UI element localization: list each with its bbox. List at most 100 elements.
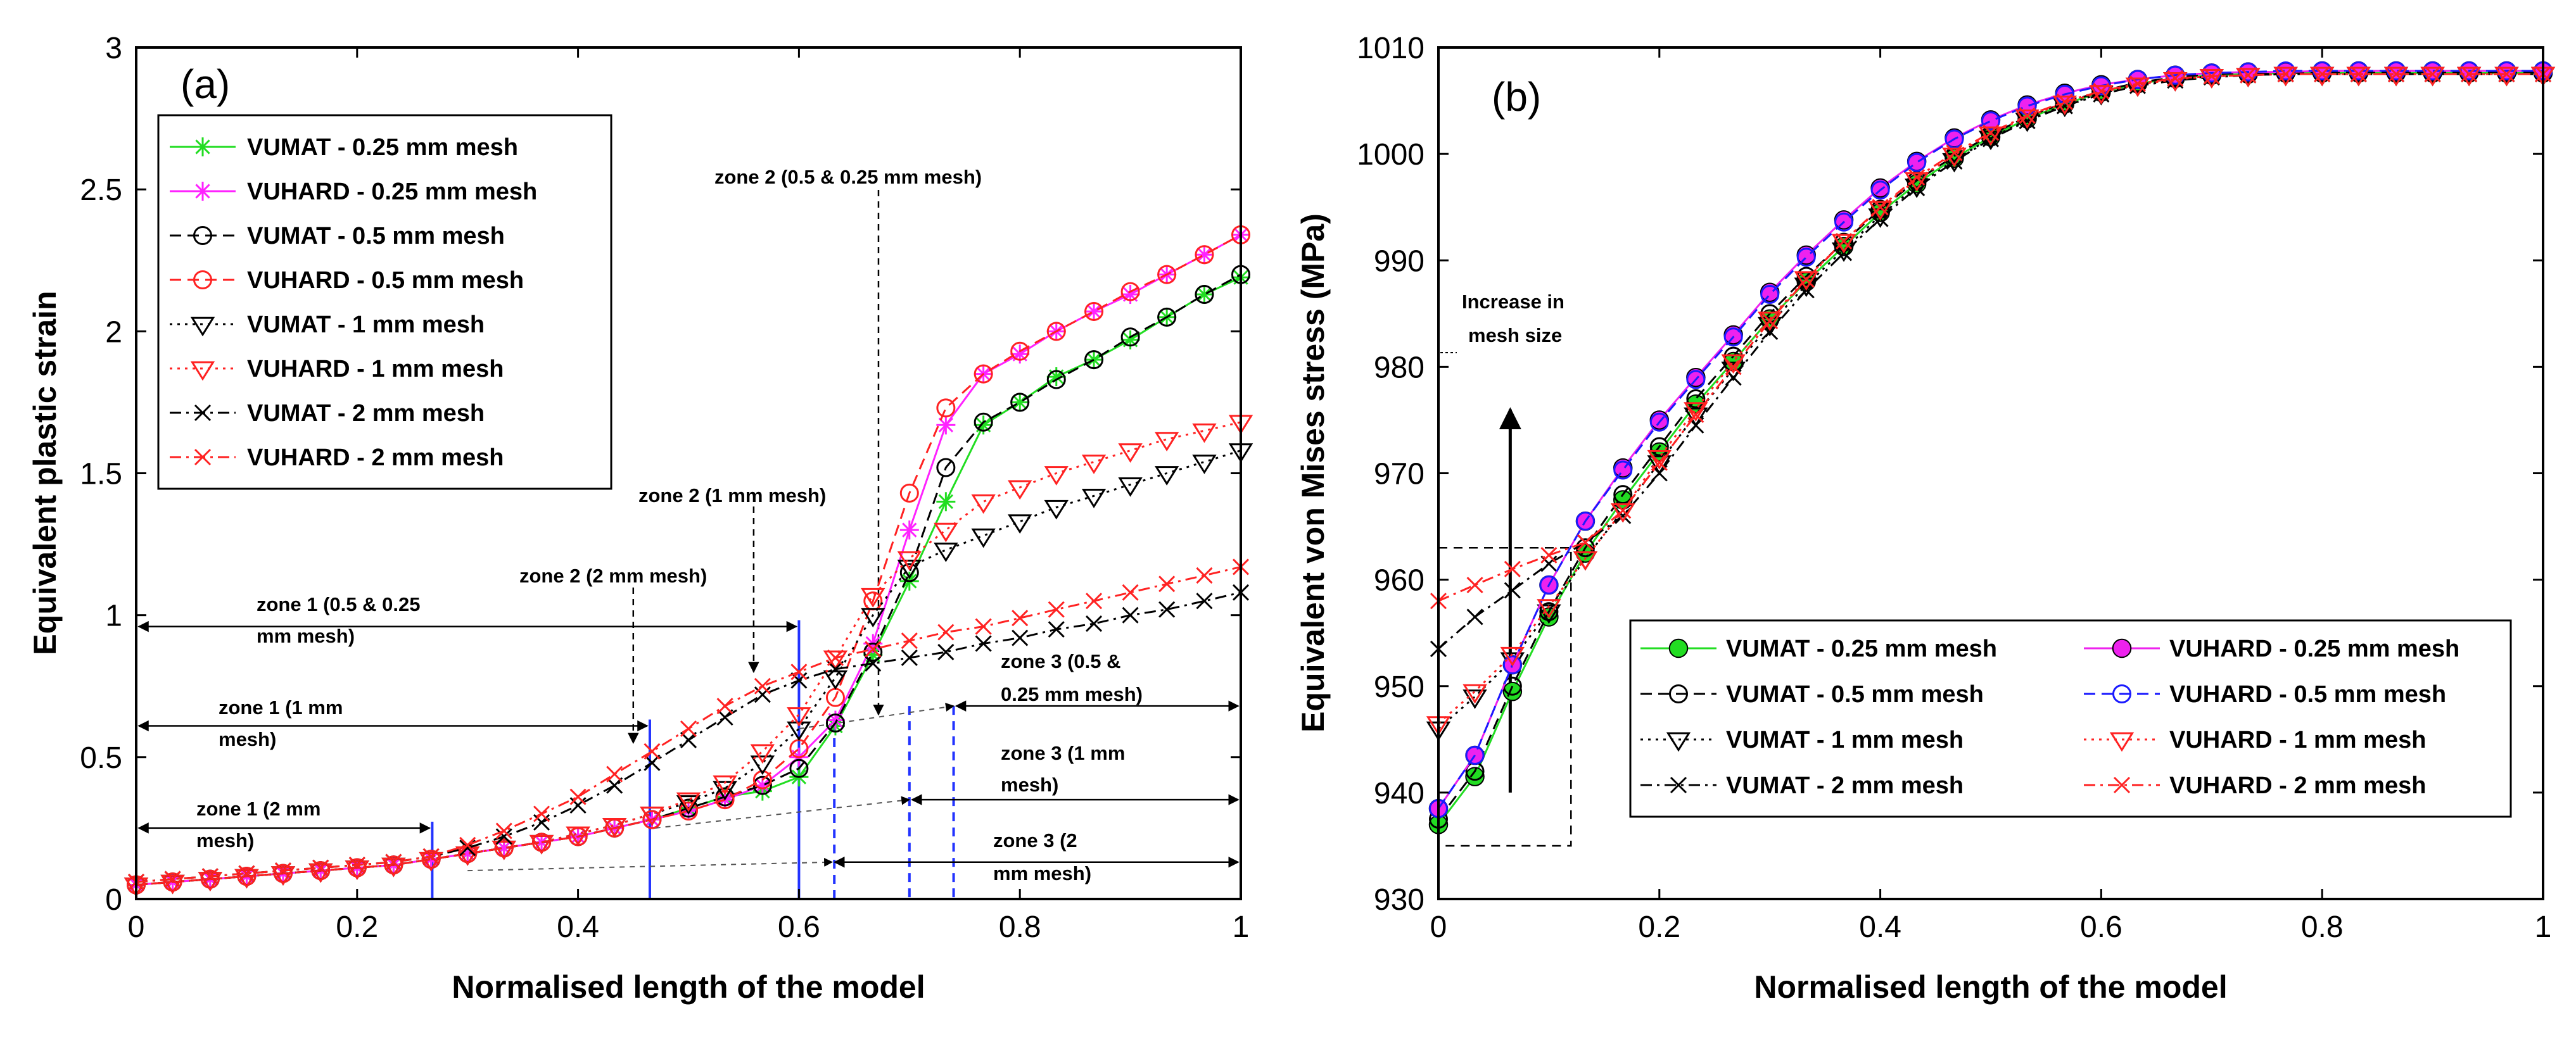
panel-a-data-point bbox=[201, 868, 219, 885]
annotation-zone1-fine: zone 1 (0.5 & 0.25 bbox=[257, 593, 420, 615]
panel-b-y-tick-label: 930 bbox=[1374, 883, 1424, 917]
panel-a-data-point bbox=[1195, 285, 1214, 305]
legend-marker bbox=[193, 270, 212, 289]
panel-a-data-point bbox=[421, 850, 441, 869]
panel-b-data-point bbox=[1540, 555, 1558, 572]
legend-label: VUMAT - 1 mm mesh bbox=[1726, 727, 1964, 753]
legend-entry: VUHARD - 1 mm mesh bbox=[2084, 727, 2426, 753]
annotation-zone2-2mm: zone 2 (2 mm mesh) bbox=[519, 565, 707, 587]
panel-a-x-ticks: 0 0.2 0.4 0.6 0.8 1 bbox=[128, 47, 1249, 944]
panel-b-data-point bbox=[1462, 684, 1487, 704]
legend-label: VUMAT - 0.5 mm mesh bbox=[247, 223, 505, 249]
panel-b-data-point bbox=[1834, 212, 1854, 232]
legend-label: VUHARD - 2 mm mesh bbox=[247, 444, 504, 471]
panel-b-data-point bbox=[1796, 248, 1816, 267]
panel-a-data-point bbox=[1010, 393, 1030, 412]
panel-a-data-point bbox=[974, 364, 993, 384]
panel-a-y-tick-label: 1.5 bbox=[80, 458, 122, 491]
panel-a-data-point bbox=[790, 672, 808, 689]
panel-b-data-point bbox=[2309, 66, 2335, 87]
panel-b-data-point bbox=[2277, 65, 2294, 83]
panel-b-x-axis-label: Normalised length of the model bbox=[1754, 969, 2227, 1005]
panel-a-data-point bbox=[680, 720, 697, 738]
panel-a-series-line bbox=[136, 421, 1241, 886]
panel-a-data-point bbox=[1007, 480, 1032, 500]
panel-a-data-point bbox=[1157, 307, 1177, 327]
panel-a-data-point bbox=[897, 560, 922, 579]
panel-b-data-point bbox=[2494, 66, 2519, 87]
panel-b-data-point bbox=[1831, 234, 1856, 254]
annotation-zone1-fine-line2: mm mesh) bbox=[257, 625, 355, 647]
panel-b-x-tick-label: 1 bbox=[2535, 910, 2552, 944]
panel-a-data-point bbox=[348, 857, 365, 874]
panel-a-data-point bbox=[823, 670, 848, 690]
panel-b-data-point bbox=[2125, 77, 2150, 97]
panel-a-data-point bbox=[937, 643, 955, 661]
panel-a-data-point bbox=[750, 755, 775, 776]
panel-a-y-tick-label: 2.5 bbox=[80, 173, 122, 207]
panel-a-data-point bbox=[1195, 245, 1214, 265]
panel-a-data-point bbox=[975, 635, 992, 652]
panel-a-data-point bbox=[459, 836, 476, 853]
panel-b-data-point bbox=[2424, 65, 2441, 83]
panel-a-data-point bbox=[200, 869, 220, 889]
panel-b-data-point bbox=[1725, 358, 1742, 375]
legend-marker bbox=[194, 404, 212, 422]
panel-b-series bbox=[1426, 61, 2556, 834]
panel-a-data-point bbox=[312, 859, 329, 876]
panel-b-series-8 bbox=[1430, 65, 2552, 610]
panel-a-series-line bbox=[136, 450, 1241, 886]
panel-b-data-point bbox=[1907, 153, 1927, 172]
panel-b-data-point bbox=[2236, 68, 2261, 88]
panel-b-data-point bbox=[1649, 412, 1669, 432]
panel-a-data-point bbox=[1196, 567, 1213, 584]
legend-marker bbox=[2113, 776, 2131, 794]
panel-a-data-point bbox=[1084, 301, 1104, 321]
panel-b-y-tick-label: 940 bbox=[1374, 777, 1424, 810]
panel-a-data-point bbox=[975, 618, 992, 635]
panel-a-data-point bbox=[865, 641, 882, 658]
panel-a-data-point bbox=[1081, 488, 1107, 508]
panel-a-data-point bbox=[754, 686, 771, 703]
panel-b-data-point bbox=[1868, 208, 1893, 228]
panel-b-data-point bbox=[2240, 66, 2257, 84]
panel-a-data-point bbox=[901, 632, 918, 650]
annotation-zone1-2mm-line2: mesh) bbox=[196, 829, 254, 852]
legend-entry: VUMAT - 1 mm mesh bbox=[1640, 727, 1964, 753]
panel-a-data-point bbox=[1154, 432, 1179, 452]
panel-b-data-point bbox=[2314, 65, 2331, 83]
panel-b-data-point bbox=[1684, 407, 1708, 427]
panel-a-label: (a) bbox=[181, 61, 230, 107]
panel-a-data-point bbox=[1120, 282, 1140, 301]
panel-b-data-point bbox=[2019, 112, 2036, 130]
panel-a-data-point bbox=[1192, 455, 1217, 474]
panel-b-data-point bbox=[1465, 746, 1485, 765]
panel-a-data-point bbox=[602, 818, 627, 838]
panel-a-data-point bbox=[495, 828, 512, 845]
panel-a-data-point bbox=[823, 650, 848, 670]
panel-b-data-point bbox=[1686, 389, 1706, 408]
legend-marker bbox=[1669, 684, 1688, 703]
panel-b-y-tick-label: 980 bbox=[1374, 351, 1424, 384]
panel-b-y-ticks: 930 940 950 960 970 980 990 1000 1010 bbox=[1357, 32, 2543, 917]
panel-a-data-point bbox=[1084, 350, 1104, 370]
panel-b-data-point bbox=[2089, 85, 2114, 104]
panel-b-data-point bbox=[2461, 65, 2478, 83]
panel-a-data-point bbox=[274, 862, 292, 879]
panel-a-data-point bbox=[566, 826, 590, 846]
panel-b-data-point bbox=[1647, 450, 1672, 470]
panel-a-data-point bbox=[1007, 514, 1032, 534]
legend-entry: VUMAT - 0.5 mm mesh bbox=[1640, 681, 1984, 708]
panel-a-data-point bbox=[899, 520, 919, 540]
panel-b-x-tick-label: 0.2 bbox=[1638, 910, 1680, 944]
panel-a-data-point bbox=[569, 796, 587, 814]
panel-a-data-point bbox=[971, 494, 996, 514]
panel-a-data-point bbox=[644, 743, 661, 760]
legend-entry: VUHARD - 2 mm mesh bbox=[2084, 772, 2426, 799]
panel-a-data-point bbox=[238, 865, 255, 882]
annotation-zone1-1mm: zone 1 (1 mm bbox=[219, 696, 343, 719]
panel-a-legend: VUMAT - 0.25 mm mesh VUHARD - 0.25 mm mes… bbox=[157, 114, 612, 490]
panel-b-data-point bbox=[2167, 70, 2184, 87]
panel-a-data-point bbox=[934, 522, 958, 543]
panel-a-data-point bbox=[1084, 301, 1104, 321]
